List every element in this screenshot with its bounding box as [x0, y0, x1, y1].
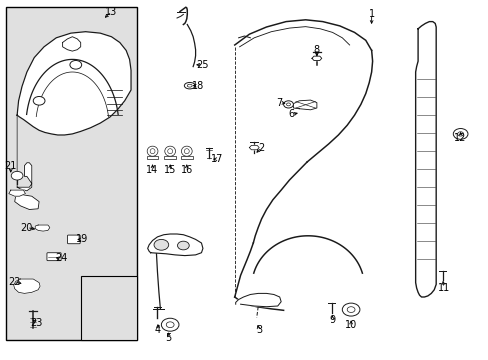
Text: 13: 13 [105, 6, 118, 17]
Polygon shape [235, 293, 281, 307]
Text: 7: 7 [276, 98, 282, 108]
Circle shape [346, 307, 354, 312]
Polygon shape [311, 56, 321, 60]
Polygon shape [15, 194, 39, 210]
Circle shape [33, 96, 45, 105]
Text: 11: 11 [437, 283, 449, 293]
Text: 4: 4 [155, 325, 161, 336]
Text: 1: 1 [368, 9, 374, 19]
Polygon shape [17, 32, 131, 135]
Polygon shape [14, 279, 40, 293]
Text: 14: 14 [146, 165, 159, 175]
Text: 12: 12 [453, 132, 466, 143]
Ellipse shape [167, 149, 172, 154]
Circle shape [11, 171, 23, 180]
Circle shape [457, 132, 463, 136]
Ellipse shape [147, 146, 158, 156]
Bar [146, 156, 158, 159]
Polygon shape [249, 145, 259, 150]
Text: 16: 16 [180, 165, 193, 175]
FancyBboxPatch shape [67, 235, 80, 244]
Circle shape [452, 129, 467, 139]
Circle shape [286, 103, 290, 106]
Bar [181, 156, 192, 159]
Polygon shape [9, 190, 25, 196]
Text: 22: 22 [8, 276, 21, 287]
Ellipse shape [187, 84, 192, 87]
Text: 23: 23 [30, 318, 43, 328]
Text: 15: 15 [163, 165, 176, 175]
Polygon shape [293, 100, 316, 110]
Text: 20: 20 [20, 222, 33, 233]
Ellipse shape [184, 82, 195, 89]
Circle shape [154, 239, 168, 250]
Text: 17: 17 [211, 154, 224, 164]
Circle shape [177, 241, 189, 250]
Polygon shape [62, 37, 81, 51]
Text: 18: 18 [191, 81, 204, 91]
Text: 9: 9 [329, 315, 335, 325]
Circle shape [70, 60, 81, 69]
Text: 24: 24 [55, 253, 67, 264]
Ellipse shape [184, 149, 189, 154]
Circle shape [283, 101, 293, 108]
Text: 25: 25 [196, 60, 209, 70]
Circle shape [161, 318, 179, 331]
Ellipse shape [164, 146, 175, 156]
Circle shape [342, 303, 359, 316]
Text: 6: 6 [288, 109, 294, 120]
Text: 19: 19 [76, 234, 88, 244]
Text: 5: 5 [165, 333, 171, 343]
Polygon shape [415, 22, 435, 297]
Polygon shape [17, 115, 32, 191]
Ellipse shape [181, 146, 192, 156]
Bar [81, 276, 137, 340]
Circle shape [166, 322, 174, 328]
Text: 21: 21 [4, 161, 17, 171]
Text: 8: 8 [313, 45, 319, 55]
FancyBboxPatch shape [47, 253, 61, 261]
Text: 3: 3 [256, 325, 262, 336]
Polygon shape [147, 234, 203, 256]
Text: 10: 10 [344, 320, 357, 330]
Bar [164, 156, 176, 159]
Polygon shape [35, 225, 50, 231]
Bar [6, 7, 137, 340]
Ellipse shape [150, 149, 155, 154]
Text: 2: 2 [258, 143, 264, 153]
